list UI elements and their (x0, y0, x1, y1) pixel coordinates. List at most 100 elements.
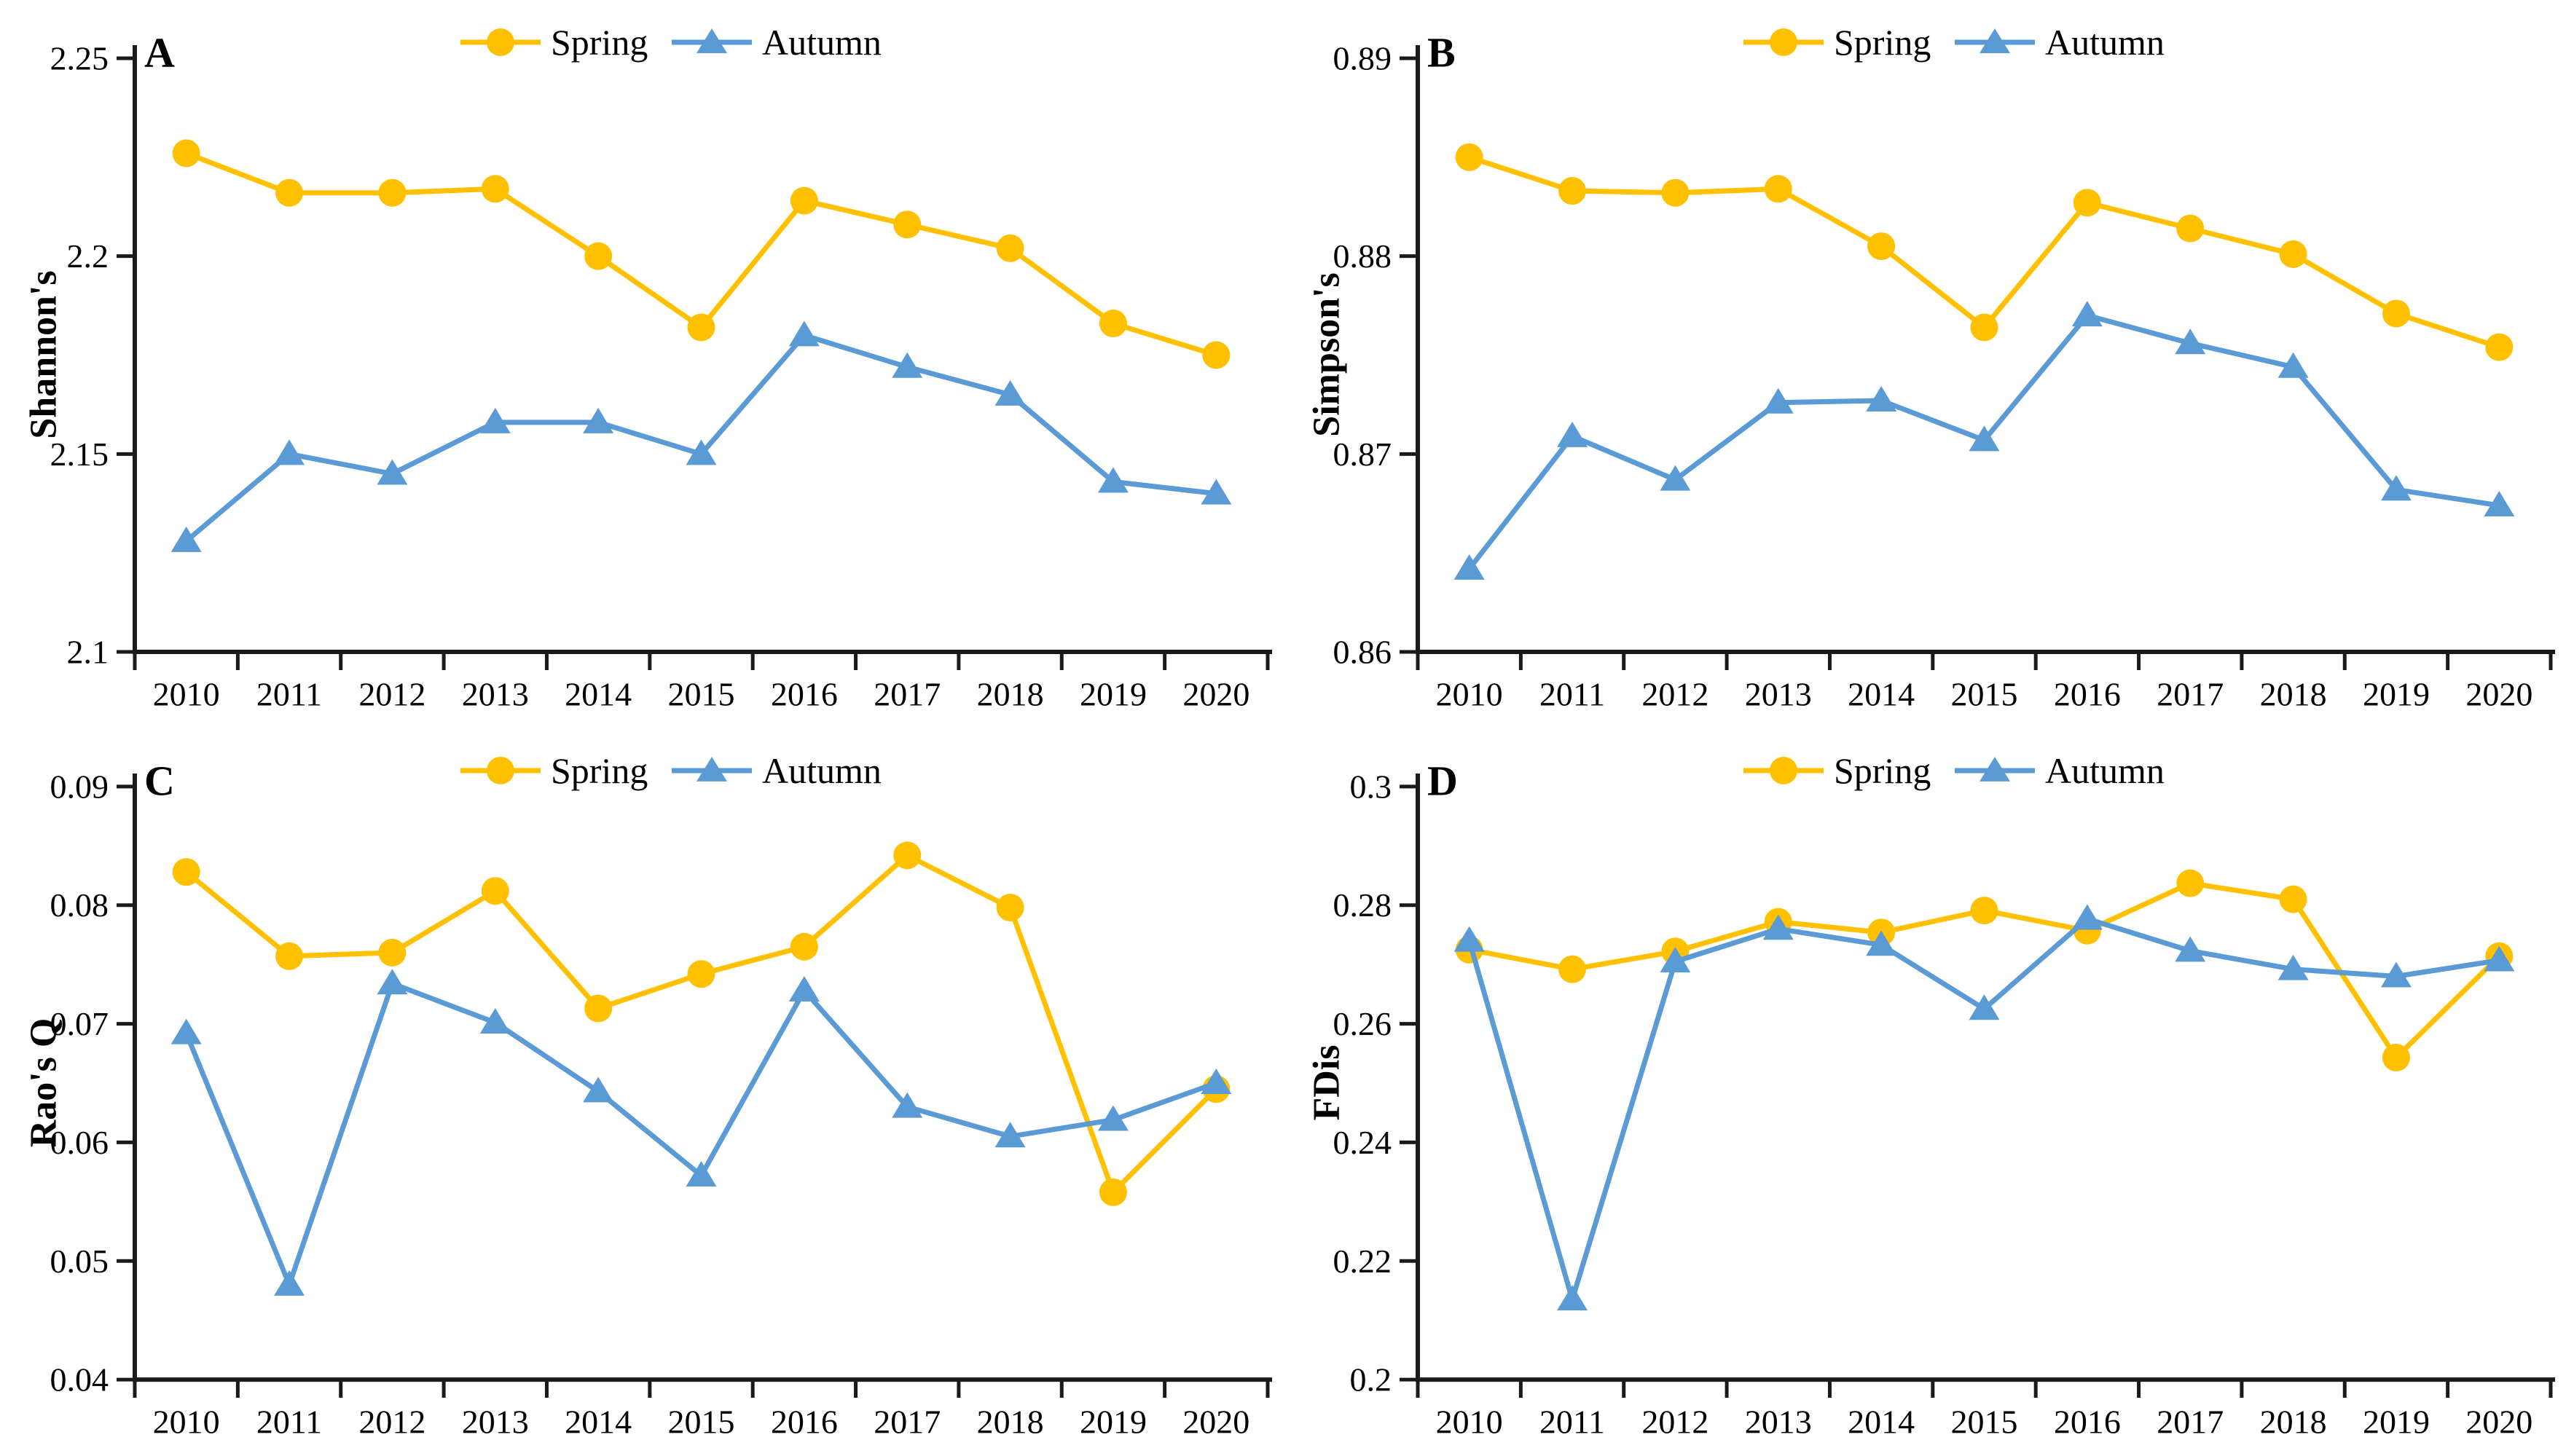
panel-letter: B (1427, 29, 1456, 76)
data-point-autumn (1201, 1069, 1232, 1094)
y-tick-label: 0.28 (1333, 886, 1392, 924)
x-tick-label: 2010 (1436, 676, 1503, 713)
data-point-autumn (479, 407, 511, 433)
x-tick-label: 2016 (771, 676, 838, 713)
data-point-autumn (274, 1270, 305, 1296)
plot-layer (170, 139, 1232, 552)
data-point-autumn (1762, 387, 1794, 414)
series-line-autumn (184, 332, 1219, 544)
legend-autumn-triangle-icon (1980, 756, 2010, 782)
data-point-spring (2382, 299, 2410, 328)
x-tick-label: 2011 (1539, 676, 1605, 713)
y-axis-title: Rao's Q (23, 1018, 64, 1147)
x-tick-label: 2018 (977, 1404, 1044, 1441)
y-tick-label: 0.88 (1333, 237, 1392, 275)
data-point-autumn (583, 407, 614, 433)
data-point-autumn (2277, 352, 2309, 378)
x-tick-label: 2011 (1539, 1404, 1605, 1441)
data-point-autumn (2071, 301, 2103, 327)
x-tick-label: 2019 (2363, 1404, 2430, 1441)
data-point-spring (1661, 178, 1690, 207)
panel-simpsons: 0.86 0.87 0.88 0.89 2010 2011 2012 2013 2014 2015… (1283, 0, 2566, 728)
data-point-spring (1558, 177, 1587, 205)
data-point-spring (275, 178, 304, 207)
data-point-autumn (1097, 1105, 1129, 1131)
y-tick-label: 0.89 (1333, 40, 1392, 77)
x-tick-label: 2015 (1951, 1404, 2018, 1441)
legend-autumn-label: Autumn (2045, 750, 2165, 791)
x-tick-label: 2020 (1182, 676, 1249, 713)
x-tick-label: 2013 (462, 676, 529, 713)
data-point-autumn (377, 969, 408, 995)
data-point-autumn (377, 459, 408, 485)
data-point-spring (172, 139, 200, 168)
x-tick-label: 2014 (1848, 1404, 1915, 1441)
plot-layer (1453, 143, 2515, 580)
x-tick-label: 2014 (565, 1404, 632, 1441)
legend-spring-circle-icon (1770, 28, 1797, 56)
legend-autumn-triangle-icon (697, 28, 727, 53)
y-axis-title: FDis (1306, 1045, 1347, 1121)
data-point-autumn (686, 1161, 717, 1187)
x-tick-label: 2016 (771, 1404, 838, 1441)
x-tick-label: 2017 (874, 676, 941, 713)
data-point-spring (1099, 1178, 1127, 1206)
legend-autumn-triangle-icon (697, 756, 727, 782)
legend: Spring Autumn (1743, 22, 2165, 63)
x-tick-label: 2010 (153, 1404, 220, 1441)
y-tick-label: 2.1 (67, 634, 109, 671)
legend-autumn-label: Autumn (2045, 22, 2165, 63)
data-point-spring (790, 186, 818, 215)
data-point-autumn (892, 1092, 923, 1118)
data-point-spring (2176, 214, 2205, 243)
data-point-autumn (1762, 914, 1794, 940)
y-tick-label: 0.26 (1333, 1005, 1392, 1042)
plot-layer (1453, 869, 2515, 1311)
y-tick-label: 0.07 (50, 1005, 109, 1042)
plot-layer (170, 841, 1232, 1296)
data-point-spring (275, 942, 304, 970)
x-tick-label: 2017 (874, 1404, 941, 1441)
data-point-autumn (1866, 930, 1897, 956)
y-tick-label: 0.87 (1333, 436, 1392, 473)
data-point-spring (378, 938, 407, 967)
y-tick-label: 0.2 (1350, 1361, 1392, 1398)
x-tick-label: 2017 (2157, 676, 2224, 713)
data-point-spring (893, 210, 922, 239)
data-point-autumn (1866, 385, 1897, 412)
panel-shannons: 2.1 2.15 2.2 2.25 2010 2011 2012 2013 2014 2015 20… (0, 0, 1283, 728)
y-tick-label: 0.86 (1333, 634, 1392, 671)
data-point-spring (1867, 232, 1896, 261)
x-tick-label: 2012 (358, 676, 425, 713)
x-tick-label: 2013 (1745, 1404, 1812, 1441)
data-point-autumn (2484, 490, 2515, 516)
x-tick-label: 2016 (2054, 676, 2121, 713)
x-tick-label: 2020 (1182, 1404, 1249, 1441)
data-point-spring (172, 858, 200, 886)
data-point-spring (1099, 310, 1127, 338)
data-point-spring (996, 234, 1024, 262)
legend-spring-label: Spring (1834, 22, 1931, 63)
data-point-spring (1558, 955, 1587, 983)
panel-fdis: 0.2 0.22 0.24 0.26 0.28 0.3 2010 2011 2012 2013 20… (1283, 728, 2566, 1456)
data-point-autumn (1969, 425, 2000, 452)
data-point-autumn (994, 1122, 1026, 1148)
legend-spring-label: Spring (551, 750, 648, 791)
x-tick-label: 2014 (1848, 676, 1915, 713)
panel-raos-q: 0.04 0.05 0.06 0.07 0.08 0.09 2010 2011 2012 2013… (0, 728, 1283, 1456)
axes-layer: 0.86 0.87 0.88 0.89 2010 2011 2012 2013 2014 2015… (1333, 40, 2555, 713)
x-tick-label: 2012 (1641, 1404, 1708, 1441)
shannons-line-chart: 2.1 2.15 2.2 2.25 2010 2011 2012 2013 2014 2015 20… (23, 22, 1272, 713)
data-point-autumn (2484, 945, 2515, 972)
data-point-autumn (686, 439, 717, 465)
data-point-autumn (1097, 467, 1129, 493)
data-point-spring (1970, 313, 1998, 342)
legend-spring-label: Spring (551, 22, 648, 63)
data-point-spring (2382, 1044, 2410, 1071)
legend-autumn-label: Autumn (762, 22, 882, 63)
data-point-spring (481, 877, 509, 905)
data-point-spring (687, 313, 715, 342)
legend-spring-label: Spring (1834, 750, 1931, 791)
legend-spring-circle-icon (1770, 756, 1797, 784)
legend: Spring Autumn (1743, 750, 2165, 791)
